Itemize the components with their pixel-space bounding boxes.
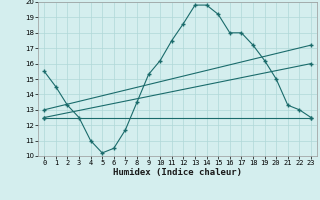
- X-axis label: Humidex (Indice chaleur): Humidex (Indice chaleur): [113, 168, 242, 177]
